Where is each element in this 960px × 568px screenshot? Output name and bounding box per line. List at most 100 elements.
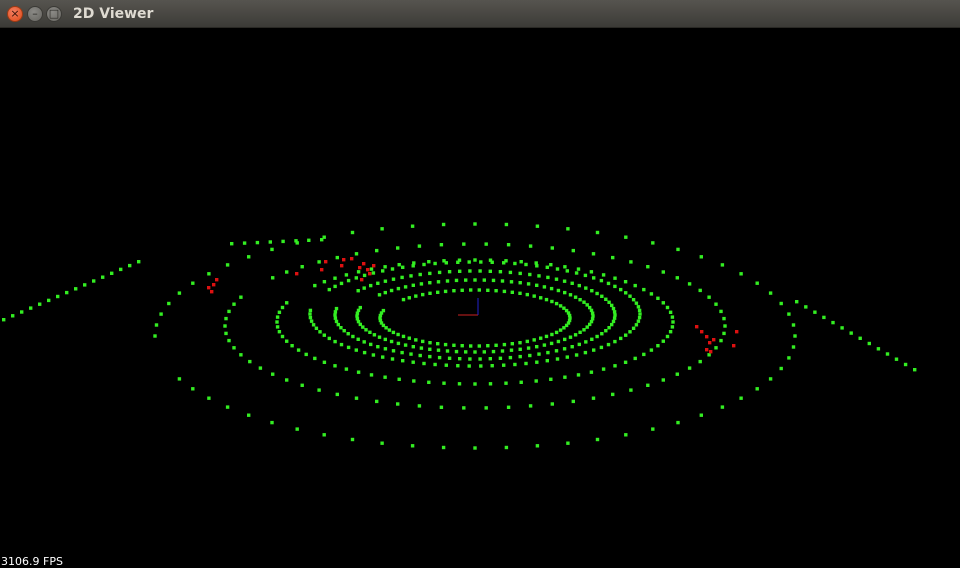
scan-point	[600, 332, 604, 336]
scan-point	[545, 359, 549, 363]
scan-point	[611, 255, 615, 260]
scan-point	[376, 345, 380, 349]
scan-point	[894, 357, 899, 361]
scan-point	[295, 241, 299, 245]
scan-point	[779, 366, 783, 371]
scan-point	[484, 406, 488, 410]
scan-point	[270, 247, 274, 252]
scan-point	[227, 338, 231, 343]
scan-point	[137, 260, 141, 264]
scan-point	[903, 362, 908, 367]
scan-point	[585, 303, 589, 307]
scan-point	[356, 370, 361, 374]
scan-point	[588, 322, 592, 327]
scan-point	[550, 402, 554, 406]
scan-point	[588, 305, 592, 310]
scan-point	[421, 339, 425, 344]
scan-point	[230, 242, 234, 246]
scan-point	[671, 320, 675, 324]
close-icon: ×	[10, 7, 20, 20]
scan-point	[281, 239, 285, 244]
scan-point	[591, 314, 595, 318]
scan-point	[458, 269, 462, 273]
obstacle-point	[212, 283, 216, 287]
scan-point	[311, 323, 316, 327]
scan-point	[275, 315, 280, 319]
scan-point	[486, 344, 490, 348]
scan-point	[519, 380, 523, 384]
scan-point	[554, 330, 559, 335]
scan-point	[333, 310, 338, 314]
scan-point	[361, 325, 365, 329]
scan-point	[606, 342, 611, 347]
scan-point	[628, 330, 632, 334]
scan-point	[534, 261, 538, 265]
scan-point	[779, 301, 783, 306]
minimize-button[interactable]: –	[27, 6, 43, 22]
scan-point	[687, 282, 692, 286]
scan-point	[687, 366, 692, 370]
scan-point	[563, 290, 567, 295]
scan-point	[339, 326, 343, 330]
obstacle-point	[358, 266, 362, 270]
scan-point	[414, 338, 418, 342]
scan-point	[358, 305, 362, 310]
obstacle-point	[368, 272, 372, 276]
scan-point	[369, 373, 374, 377]
scan-point	[383, 279, 388, 283]
scan-point	[356, 308, 361, 313]
scan-point	[610, 322, 614, 327]
scan-point	[368, 330, 372, 334]
scan-point	[391, 349, 396, 353]
scan-point	[223, 324, 227, 328]
obstacle-point	[207, 286, 211, 290]
scan-point	[486, 288, 490, 292]
scan-point	[665, 305, 670, 310]
scan-point	[473, 278, 477, 282]
scan-point	[567, 313, 572, 318]
scan-point	[442, 381, 446, 385]
scan-point	[582, 328, 586, 332]
scan-point	[443, 289, 448, 294]
scan-point	[268, 240, 272, 244]
scan-point	[369, 283, 373, 288]
scan-point	[409, 274, 413, 278]
scan-point	[356, 319, 361, 324]
scan-point	[468, 357, 472, 361]
scan-point	[484, 242, 488, 246]
scan-point	[525, 292, 529, 297]
scan-point	[508, 270, 513, 275]
scan-point	[275, 325, 280, 329]
scan-point	[320, 238, 324, 242]
scan-point	[661, 339, 665, 343]
scan-point	[335, 392, 339, 397]
scan-point	[509, 348, 514, 352]
scan-point	[389, 288, 394, 293]
scan-point	[665, 334, 670, 339]
scan-point	[564, 323, 569, 328]
scan-point	[346, 278, 351, 283]
scan-point	[573, 295, 578, 299]
scan-point	[295, 427, 299, 431]
scan-point	[518, 347, 522, 351]
scan-point	[707, 295, 711, 299]
scan-point	[419, 346, 424, 350]
close-button[interactable]: ×	[7, 6, 23, 22]
maximize-button[interactable]: □	[46, 6, 62, 22]
scan-point	[599, 278, 604, 283]
scan-point	[285, 339, 289, 343]
scan-point	[371, 271, 376, 275]
scan-point	[595, 230, 600, 235]
scan-point	[397, 377, 401, 381]
scan-point	[582, 300, 586, 304]
viewer-canvas[interactable]: 3106.9 FPS	[0, 28, 960, 568]
scan-point	[528, 353, 532, 358]
scan-point	[631, 326, 636, 330]
scan-point	[623, 360, 628, 364]
scan-point	[322, 235, 326, 239]
scan-point	[631, 298, 636, 302]
scan-point	[462, 406, 466, 410]
scan-point	[300, 265, 304, 269]
obstacle-point	[324, 260, 328, 264]
title-bar[interactable]: × – □ 2D Viewer	[0, 0, 960, 28]
